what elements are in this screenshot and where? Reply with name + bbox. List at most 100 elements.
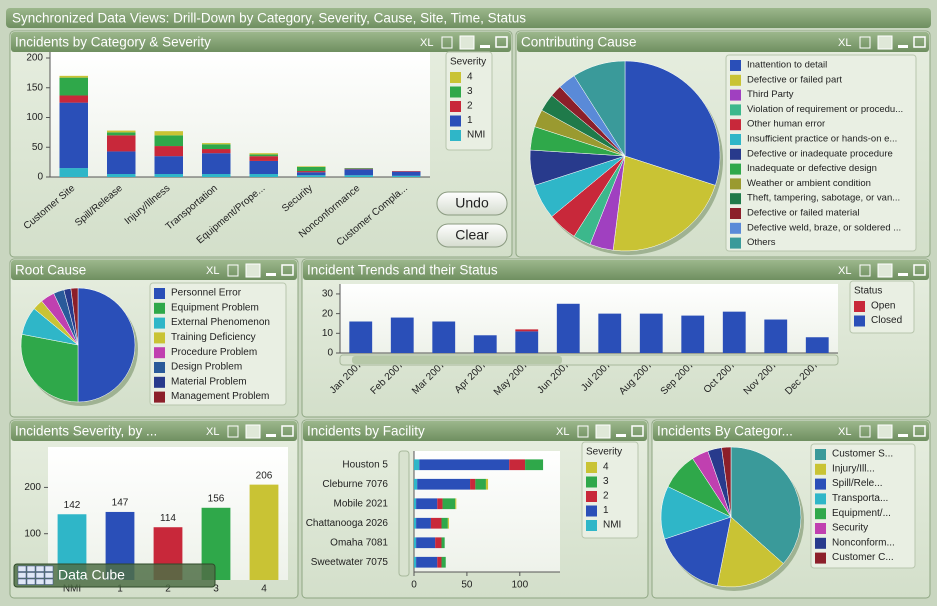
y-tick-label: 200: [26, 53, 43, 64]
y-tick-label: 0: [37, 172, 43, 183]
maximize-button[interactable]: [913, 36, 926, 48]
export-button[interactable]: XL: [838, 37, 851, 49]
legend-label: 3: [603, 476, 609, 487]
chart-type-button[interactable]: [459, 35, 475, 50]
export-button[interactable]: XL: [838, 426, 851, 438]
minimize-button[interactable]: [898, 434, 908, 437]
maximize-button[interactable]: [913, 425, 926, 437]
copy-button[interactable]: [859, 425, 871, 438]
data-cube-label[interactable]: Data Cube: [58, 567, 125, 583]
legend-label: Defective or failed part: [747, 74, 842, 85]
chart-type-button[interactable]: [245, 424, 261, 439]
legend-label: Security: [832, 523, 868, 534]
export-button[interactable]: XL: [206, 426, 219, 438]
bar-segment: [414, 517, 417, 529]
maximize-button[interactable]: [281, 264, 294, 276]
copy-button[interactable]: [227, 264, 239, 277]
copy-button[interactable]: [577, 425, 589, 438]
bar-segment: [435, 537, 442, 549]
maximize-button[interactable]: [495, 36, 508, 48]
bar-segment: [416, 556, 438, 568]
bar-segment: [722, 311, 746, 353]
chart-type-button[interactable]: [877, 35, 893, 50]
bar-segment: [392, 171, 421, 176]
pie-slice: [624, 60, 721, 186]
minimize-button[interactable]: [898, 45, 908, 48]
bar-segment: [430, 517, 442, 529]
scrollbar[interactable]: [398, 450, 410, 577]
data-cube-icon: [26, 565, 36, 572]
y-tick-label: 20: [322, 308, 334, 319]
maximize-button[interactable]: [631, 425, 644, 437]
copy-button[interactable]: [227, 425, 239, 438]
button[interactable]: [436, 191, 508, 216]
legend-swatch: [450, 101, 461, 112]
data-cube-bar[interactable]: [13, 563, 216, 588]
bar-segment: [249, 160, 278, 175]
panel-title: Root Cause: [15, 263, 86, 278]
title-bar: [6, 8, 931, 28]
bar-segment: [154, 146, 183, 157]
scrollbar-thumb[interactable]: [352, 356, 562, 364]
bar-segment: [515, 329, 539, 332]
bar-segment: [59, 95, 88, 103]
minimize-button[interactable]: [266, 273, 276, 276]
bar-segment: [414, 478, 418, 490]
legend-swatch: [450, 72, 461, 83]
bar-segment: [249, 153, 278, 155]
bar-segment: [202, 144, 231, 150]
x-tick-label: 2: [165, 584, 171, 595]
maximize-button[interactable]: [281, 425, 294, 437]
legend-box: [810, 443, 916, 569]
bar-segment: [344, 169, 373, 176]
copy-button[interactable]: [859, 264, 871, 277]
minimize-button[interactable]: [616, 434, 626, 437]
legend-label: Inattention to detail: [747, 60, 827, 71]
legend-label: NMI: [467, 130, 485, 141]
button[interactable]: [436, 223, 508, 248]
minimize-button[interactable]: [266, 434, 276, 437]
pie-slice: [730, 446, 802, 564]
legend-swatch: [586, 462, 597, 473]
chart-type-button[interactable]: [877, 424, 893, 439]
bar-segment: [297, 166, 326, 167]
export-button[interactable]: XL: [838, 265, 851, 277]
bar-segment: [154, 174, 183, 177]
pie-slice: [20, 334, 79, 403]
minimize-button[interactable]: [898, 273, 908, 276]
x-tick-label: 1: [117, 584, 123, 595]
bar-segment: [344, 175, 373, 177]
legend-label: NMI: [603, 520, 621, 531]
export-button[interactable]: XL: [420, 37, 433, 49]
bar-segment: [107, 132, 136, 136]
chart-type-button[interactable]: [595, 424, 611, 439]
y-tick-label: Omaha 7081: [330, 537, 388, 548]
legend-swatch: [815, 493, 826, 505]
maximize-button[interactable]: [913, 264, 926, 276]
bar-segment: [556, 303, 580, 353]
legend-title: Status: [854, 286, 882, 297]
pie-slice: [612, 155, 716, 252]
button-label[interactable]: Undo: [455, 195, 489, 211]
legend-swatch: [854, 315, 865, 327]
export-button[interactable]: XL: [556, 426, 569, 438]
panel-header: [303, 260, 929, 280]
minimize-button[interactable]: [480, 45, 490, 48]
bar-segment: [598, 313, 622, 353]
bar-segment: [249, 156, 278, 161]
chart-type-button[interactable]: [877, 263, 893, 278]
bar-segment: [475, 478, 486, 490]
bar-segment: [297, 171, 326, 173]
copy-button[interactable]: [859, 36, 871, 49]
legend-label: Personnel Error: [171, 288, 242, 299]
data-label: 147: [112, 498, 129, 509]
chart-type-button[interactable]: [245, 263, 261, 278]
legend-swatch: [586, 476, 597, 488]
button-label[interactable]: Clear: [455, 227, 489, 243]
bar-segment: [639, 313, 663, 353]
legend-label: Transporta...: [832, 493, 888, 504]
legend-swatch: [815, 463, 826, 475]
pie-slice: [77, 287, 136, 403]
export-button[interactable]: XL: [206, 265, 219, 277]
copy-button[interactable]: [441, 36, 453, 49]
